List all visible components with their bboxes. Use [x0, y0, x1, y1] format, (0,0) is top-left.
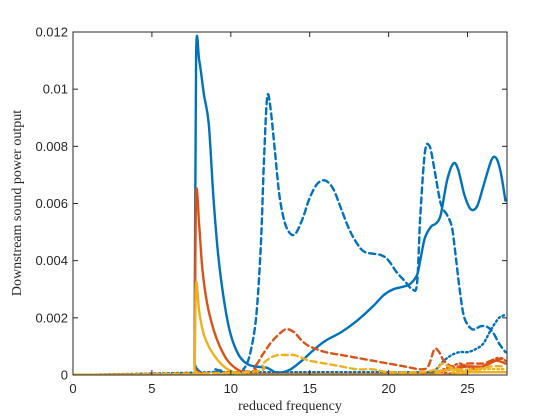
x-tick-label: 5: [148, 381, 155, 396]
y-tick-label: 0.006: [35, 196, 68, 211]
series-line-5: [73, 329, 505, 375]
y-tick-label: 0.004: [35, 253, 68, 268]
y-tick-label: 0.002: [35, 310, 68, 325]
y-tick-label: 0: [61, 368, 68, 383]
y-tick-label: 0.01: [43, 82, 68, 97]
y-axis-label: Downstream sound power output: [10, 110, 25, 296]
x-tick-label: 15: [302, 381, 316, 396]
x-tick-label: 10: [224, 381, 238, 396]
y-tick-label: 0.008: [35, 139, 68, 154]
y-tick-label: 0.012: [35, 25, 68, 40]
x-tick-label: 25: [460, 381, 474, 396]
series-line-2: [73, 94, 505, 375]
ticks: 0 5 10 15 20 25 0 0.002 0.004 0.006 0.008 0.01 0.012: [35, 25, 507, 397]
series-layer: [73, 36, 505, 375]
x-axis-label: reduced frequency: [238, 399, 342, 414]
x-tick-label: 20: [381, 381, 395, 396]
x-tick-label: 0: [69, 381, 76, 396]
